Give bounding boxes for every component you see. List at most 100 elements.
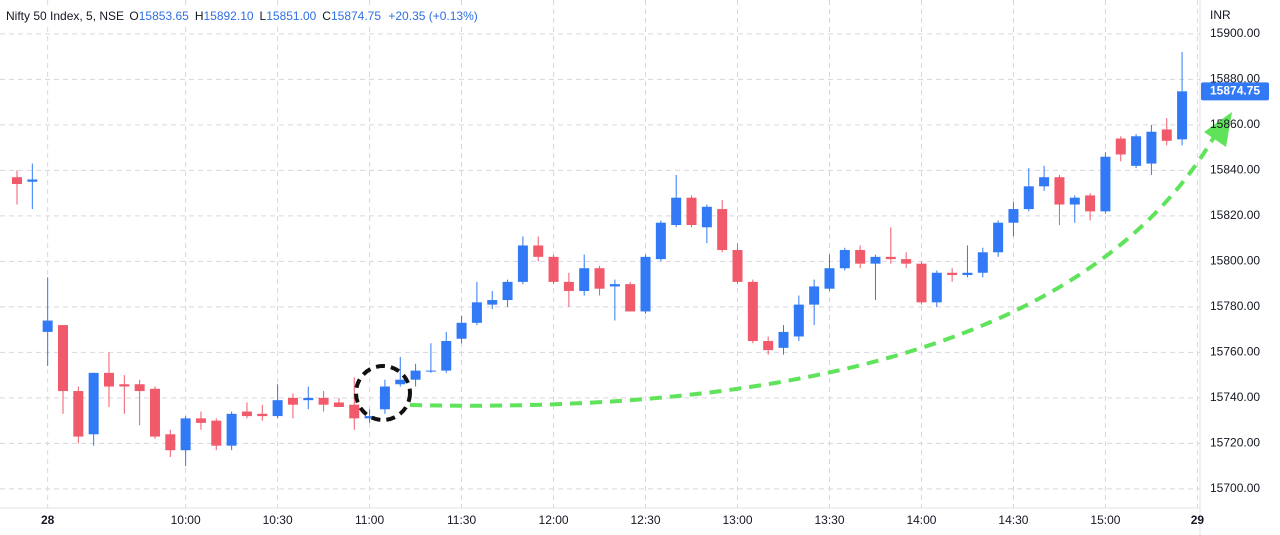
candle-body: [870, 256, 881, 264]
candle-body: [287, 397, 298, 405]
trend-arrow-head: [1204, 112, 1232, 147]
last-price-box: [1201, 82, 1269, 101]
candle-body: [1100, 156, 1111, 212]
candle-body: [763, 341, 774, 351]
candle-body: [88, 372, 99, 435]
candle-body: [502, 281, 513, 301]
x-tick-label: 14:30: [998, 513, 1028, 527]
candle-body: [824, 268, 835, 289]
candle-body: [103, 372, 114, 387]
candle-body: [272, 400, 283, 417]
x-tick-label: 11:30: [447, 513, 476, 527]
candle-body: [165, 434, 176, 451]
candle-body: [27, 179, 38, 182]
candle-body: [962, 272, 973, 276]
grid: [0, 0, 1200, 508]
change: +20.35 (+0.13%): [388, 9, 478, 23]
candle-body: [594, 268, 605, 289]
candle-body: [349, 404, 360, 419]
candle-body: [1161, 129, 1172, 141]
candle-body: [241, 411, 252, 417]
ohlc-value: 15892.10: [203, 9, 254, 23]
candle-body: [119, 384, 130, 387]
symbol: Nifty 50 Index, 5, NSE: [6, 9, 125, 23]
candle-body: [226, 413, 237, 446]
x-tick-label: 14:00: [906, 513, 936, 527]
candle-body: [732, 250, 743, 282]
candle-body: [563, 281, 574, 291]
highlight-circle: [354, 364, 412, 422]
ohlc-key: H: [194, 9, 204, 23]
candle-body: [410, 370, 421, 380]
candle-body: [517, 245, 528, 282]
candle-body: [548, 256, 559, 282]
candle-body: [609, 284, 620, 287]
candle-body: [42, 320, 53, 332]
ohlc-value: 15851.00: [266, 9, 317, 23]
y-tick-label: 15760.00: [1210, 345, 1260, 359]
x-tick-label: 10:30: [263, 513, 293, 527]
candle-body: [931, 272, 942, 303]
x-tick-label: 13:30: [814, 513, 844, 527]
candle-body: [471, 302, 482, 323]
x-tick-label: 29: [1191, 513, 1205, 527]
ohlc-fields: O15853.65 H15892.10 L15851.00 C15874.75: [127, 9, 385, 23]
ohlc-key: O: [129, 9, 139, 23]
candle-body: [1115, 138, 1126, 155]
candle-body: [885, 256, 896, 260]
ohlc-value: 15853.65: [138, 9, 189, 23]
candle-body: [717, 209, 728, 251]
candle-body: [855, 250, 866, 264]
candle-body: [1146, 131, 1157, 164]
candle-body: [839, 250, 850, 269]
candle-body: [901, 259, 912, 264]
candle-body: [73, 391, 84, 437]
x-tick-label: 12:00: [539, 513, 569, 527]
candle-body: [1023, 186, 1034, 210]
candle-body: [180, 418, 191, 451]
candle-body: [1085, 195, 1096, 212]
x-tick-label: 12:30: [631, 513, 661, 527]
candle-body: [793, 304, 804, 337]
candle-body: [456, 322, 467, 339]
currency-label: INR: [1210, 8, 1231, 22]
x-tick-label: 10:00: [171, 513, 201, 527]
candle-body: [533, 245, 544, 257]
candle-body: [778, 331, 789, 348]
candle-body: [916, 263, 927, 303]
candle-body: [379, 386, 390, 410]
candle-body: [134, 384, 145, 392]
candle-body: [149, 388, 160, 437]
ohlc-value: 15874.75: [330, 9, 382, 23]
y-tick-label: 15820.00: [1210, 208, 1260, 222]
ohlc-key: L: [259, 9, 267, 23]
candle-body: [1177, 91, 1188, 140]
candle-body: [747, 281, 758, 342]
candle-body: [686, 197, 697, 225]
candle-body: [640, 256, 651, 312]
y-tick-label: 15720.00: [1210, 436, 1260, 450]
ohlc-key: C: [322, 9, 331, 23]
candle-body: [12, 177, 22, 185]
y-tick-label: 15840.00: [1210, 163, 1260, 177]
y-tick-label: 15800.00: [1210, 254, 1260, 268]
candle-body: [655, 222, 666, 260]
candle-body: [487, 300, 498, 305]
candle-body: [809, 286, 820, 305]
candle-body: [303, 397, 314, 401]
candle-body: [1131, 136, 1142, 166]
candle-body: [364, 416, 375, 419]
x-tick-label: 11:00: [355, 513, 384, 527]
candle-body: [195, 418, 206, 423]
y-tick-label: 15700.00: [1210, 481, 1260, 495]
candle-body: [441, 341, 452, 371]
candle-body: [257, 413, 268, 417]
candle-body: [671, 197, 682, 225]
y-tick-label: 15880.00: [1210, 72, 1260, 86]
candle-body: [947, 272, 958, 276]
candle-body: [625, 284, 636, 312]
candle-body: [1039, 177, 1050, 187]
candles: [12, 51, 1188, 467]
candle-body: [579, 268, 590, 291]
